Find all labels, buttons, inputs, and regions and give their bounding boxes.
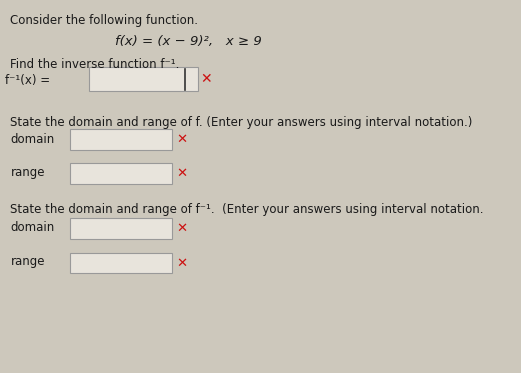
Text: ✕: ✕ (176, 257, 187, 269)
Text: ✕: ✕ (176, 134, 187, 146)
Text: range: range (10, 256, 45, 268)
Text: domain: domain (10, 133, 55, 145)
Text: f(x) = (x − 9)²,   x ≥ 9: f(x) = (x − 9)², x ≥ 9 (115, 35, 262, 48)
FancyBboxPatch shape (70, 253, 172, 273)
FancyBboxPatch shape (89, 67, 198, 91)
Text: domain: domain (10, 221, 55, 234)
Text: range: range (10, 166, 45, 179)
Text: State the domain and range of f. (Enter your answers using interval notation.): State the domain and range of f. (Enter … (10, 116, 473, 129)
Text: State the domain and range of f⁻¹.  (Enter your answers using interval notation.: State the domain and range of f⁻¹. (Ente… (10, 203, 484, 216)
FancyBboxPatch shape (70, 163, 172, 184)
Text: f⁻¹(x) =: f⁻¹(x) = (5, 74, 51, 87)
Text: Find the inverse function f⁻¹.: Find the inverse function f⁻¹. (10, 58, 180, 71)
Text: ✕: ✕ (176, 167, 187, 180)
FancyBboxPatch shape (70, 218, 172, 239)
Text: Consider the following function.: Consider the following function. (10, 14, 199, 27)
FancyBboxPatch shape (70, 129, 172, 150)
Text: ✕: ✕ (201, 72, 212, 87)
Text: ✕: ✕ (176, 222, 187, 235)
